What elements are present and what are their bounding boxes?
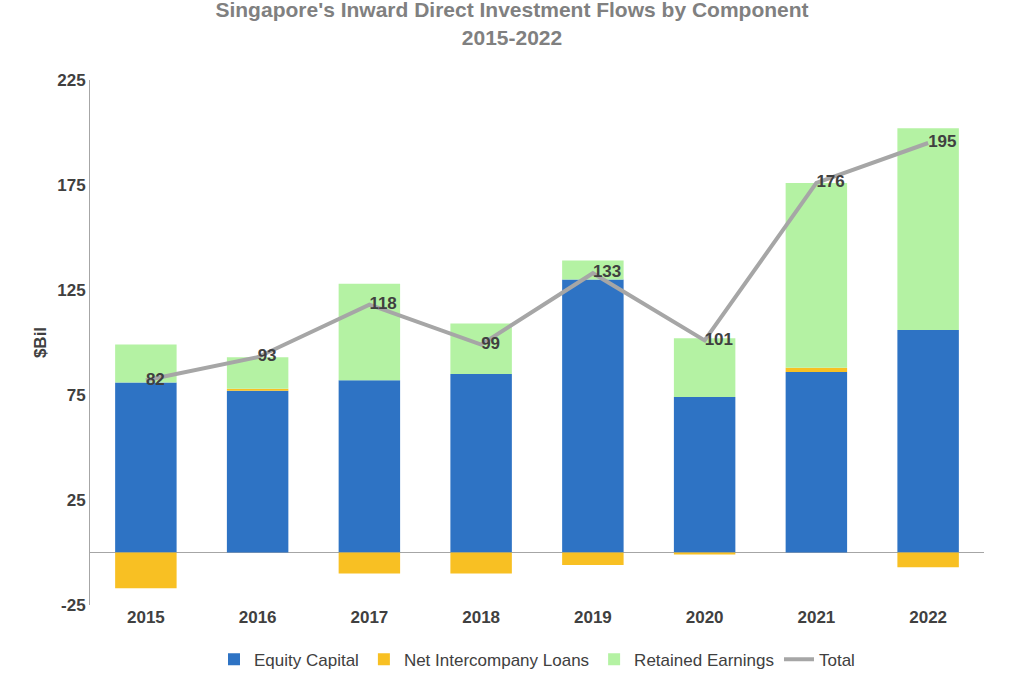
svg-text:118: 118 [369, 294, 396, 313]
svg-text:2016: 2016 [239, 608, 277, 627]
svg-text:93: 93 [258, 346, 277, 365]
svg-text:133: 133 [593, 262, 621, 281]
svg-text:2020: 2020 [686, 608, 724, 627]
svg-text:Equity Capital: Equity Capital [254, 651, 359, 670]
svg-text:195: 195 [928, 132, 956, 151]
svg-text:$Bil: $Bil [31, 327, 50, 358]
svg-text:2015: 2015 [127, 608, 165, 627]
svg-text:2017: 2017 [350, 608, 388, 627]
svg-text:-25: -25 [61, 596, 86, 615]
svg-text:101: 101 [705, 330, 733, 349]
svg-text:125: 125 [57, 281, 85, 300]
svg-text:2018: 2018 [462, 608, 500, 627]
svg-text:225: 225 [57, 71, 85, 90]
svg-text:175: 175 [57, 176, 85, 195]
svg-text:Singapore's Inward Direct Inve: Singapore's Inward Direct Investment Flo… [215, 0, 808, 49]
svg-text:82: 82 [146, 370, 165, 389]
svg-text:Net Intercompany Loans: Net Intercompany Loans [404, 651, 589, 670]
svg-text:75: 75 [67, 386, 86, 405]
svg-text:2022: 2022 [909, 608, 947, 627]
svg-text:99: 99 [481, 334, 500, 353]
svg-text:Retained Earnings: Retained Earnings [634, 651, 774, 670]
svg-text:Total: Total [819, 651, 855, 670]
svg-text:2021: 2021 [797, 608, 835, 627]
svg-text:25: 25 [67, 491, 86, 510]
svg-text:2019: 2019 [574, 608, 612, 627]
svg-text:176: 176 [816, 172, 844, 191]
